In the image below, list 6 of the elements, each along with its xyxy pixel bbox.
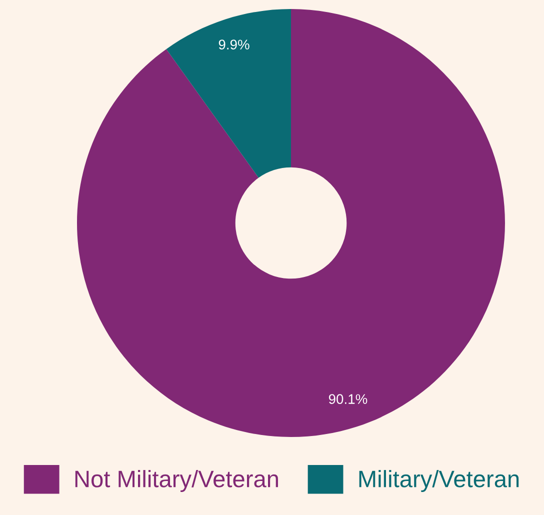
legend-label: Not Military/Veteran: [75, 470, 278, 492]
data-label: 9.9%: [218, 40, 250, 50]
donut-slice: [77, 9, 505, 437]
donut-slice: [166, 9, 291, 178]
data-label: 90.1%: [328, 394, 368, 404]
legend-label: Military/Veteran: [359, 470, 519, 492]
